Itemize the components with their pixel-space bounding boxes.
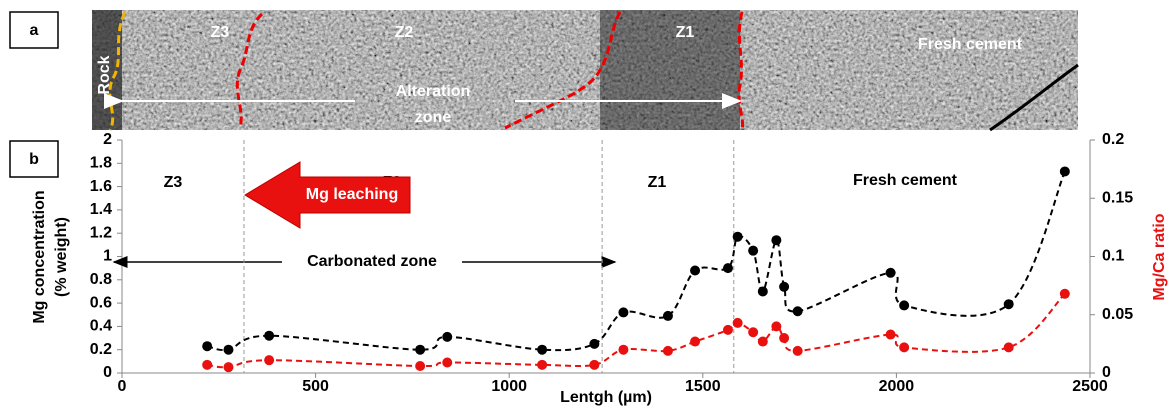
y-axis-label: (% weight) [53, 217, 70, 297]
y-tick-label: 0.6 [90, 294, 112, 311]
data-point [1003, 342, 1014, 353]
y-tick-label: 0.4 [90, 318, 112, 335]
data-point [885, 329, 896, 340]
zone-label: Z3 [164, 174, 183, 191]
leaching-label: Mg leaching [306, 186, 398, 203]
data-point [779, 333, 790, 344]
data-point [885, 267, 896, 278]
micrograph: Rock Z3 Z2 Z1 Fresh cement Alteration zo… [92, 10, 1079, 132]
micrograph-label: Fresh cement [918, 36, 1023, 53]
zone-label: Z1 [648, 174, 667, 191]
data-point [442, 357, 453, 368]
data-point [264, 355, 275, 366]
data-point [537, 344, 548, 355]
data-point [690, 336, 701, 347]
panel-label-box [9, 140, 59, 178]
zone-label: Fresh cement [853, 172, 958, 189]
y2-tick-label: 0 [1102, 364, 1111, 381]
z1-boundary [504, 11, 622, 130]
x-tick-label: 1500 [685, 378, 721, 395]
data-point [757, 286, 768, 297]
y-tick-label: 1.4 [90, 201, 112, 218]
data-point [771, 321, 782, 332]
data-point [792, 306, 803, 317]
panel-label-box [9, 11, 59, 49]
panel-label: b [29, 151, 39, 168]
data-point [748, 245, 759, 256]
data-point [223, 362, 234, 373]
data-point [899, 342, 910, 353]
y2-tick-label: 0.1 [1102, 248, 1124, 265]
carbonated-label: Carbonated zone [307, 253, 437, 270]
y2-axis-label: Mg/Ca ratio [1151, 213, 1168, 300]
data-point [662, 310, 673, 321]
y2-tick-label: 0.2 [1102, 131, 1124, 148]
data-point [589, 338, 600, 349]
micrograph-label: zone [415, 109, 452, 126]
data-point [223, 344, 234, 355]
data-point [690, 265, 701, 276]
data-point [589, 359, 600, 370]
panel-label: a [30, 22, 39, 39]
y-axis-label: Mg concentration [31, 190, 48, 323]
data-point [202, 341, 213, 352]
data-point [732, 231, 743, 242]
data-point [732, 317, 743, 328]
data-point [757, 336, 768, 347]
y2-tick-label: 0.05 [1102, 306, 1133, 323]
z3-boundary [235, 12, 264, 129]
data-point [264, 330, 275, 341]
x-tick-label: 1000 [491, 378, 527, 395]
y-tick-label: 1.8 [90, 155, 112, 172]
micrograph-texture [92, 10, 1078, 130]
x-axis-label: Lentgh (µm) [560, 389, 652, 406]
data-point [722, 263, 733, 274]
z1-region [600, 10, 740, 130]
data-point [899, 300, 910, 311]
y-tick-label: 0.8 [90, 271, 112, 288]
data-point [537, 359, 548, 370]
data-point [415, 361, 426, 372]
fresh-boundary [737, 11, 745, 131]
y-tick-label: 0 [103, 364, 112, 381]
micrograph-label: Z1 [676, 24, 695, 41]
micrograph-label: Alteration [396, 83, 471, 100]
data-point [618, 344, 629, 355]
x-tick-label: 500 [302, 378, 329, 395]
data-point [748, 327, 759, 338]
crack [989, 63, 1079, 132]
leaching-arrow [244, 161, 411, 229]
data-point [1003, 299, 1014, 310]
micrograph-label: Z2 [395, 24, 414, 41]
data-point [442, 331, 453, 342]
y-tick-label: 0.2 [90, 341, 112, 358]
data-point [662, 345, 673, 356]
data-point [722, 324, 733, 335]
data-point [771, 235, 782, 246]
x-tick-label: 0 [118, 378, 127, 395]
data-point [618, 307, 629, 318]
y-tick-label: 1 [103, 248, 112, 265]
micrograph-label: Rock [96, 55, 113, 94]
data-point [202, 359, 213, 370]
series-line [207, 293, 1066, 369]
data-point [792, 345, 803, 356]
micrograph-label: Z3 [211, 24, 230, 41]
rock-region [92, 10, 122, 130]
y-tick-label: 2 [103, 131, 112, 148]
data-point [415, 344, 426, 355]
x-tick-label: 2000 [879, 378, 915, 395]
data-point [1059, 288, 1070, 299]
y2-tick-label: 0.15 [1102, 189, 1133, 206]
data-point [1059, 166, 1070, 177]
y-tick-label: 1.2 [90, 224, 112, 241]
x-tick-label: 2500 [1072, 378, 1108, 395]
y-tick-label: 1.6 [90, 178, 112, 195]
data-point [779, 281, 790, 292]
